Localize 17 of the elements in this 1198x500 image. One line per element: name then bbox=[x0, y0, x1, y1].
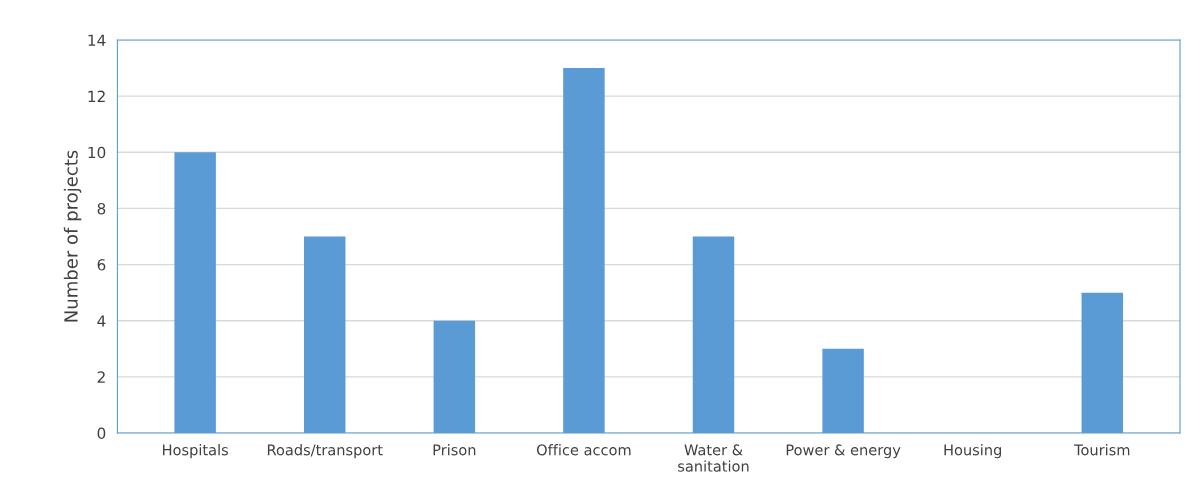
y-axis-title: Number of projects bbox=[63, 150, 82, 322]
y-tick-label: 8 bbox=[97, 202, 106, 215]
x-tick-label: Office accom bbox=[536, 444, 631, 456]
x-tick-label: Prison bbox=[433, 444, 476, 456]
y-tick-label: 4 bbox=[97, 315, 106, 327]
x-tick-label: Power & energy bbox=[786, 444, 901, 459]
y-tick-label: 2 bbox=[97, 371, 105, 383]
y-tick-label: 10 bbox=[88, 146, 106, 159]
x-tick-label: Roads/transport bbox=[267, 444, 383, 459]
x-tick-label: Hospitals bbox=[163, 444, 228, 459]
y-tick-label: 6 bbox=[97, 259, 106, 271]
x-tick-label: Water & sanitation bbox=[678, 444, 749, 472]
y-tick-label: 12 bbox=[88, 90, 105, 102]
y-tick-label: 0 bbox=[97, 427, 106, 440]
x-tick-label: Tourism bbox=[1074, 444, 1130, 456]
x-tick-label: Housing bbox=[944, 444, 1001, 459]
y-tick-label: 14 bbox=[88, 34, 106, 46]
